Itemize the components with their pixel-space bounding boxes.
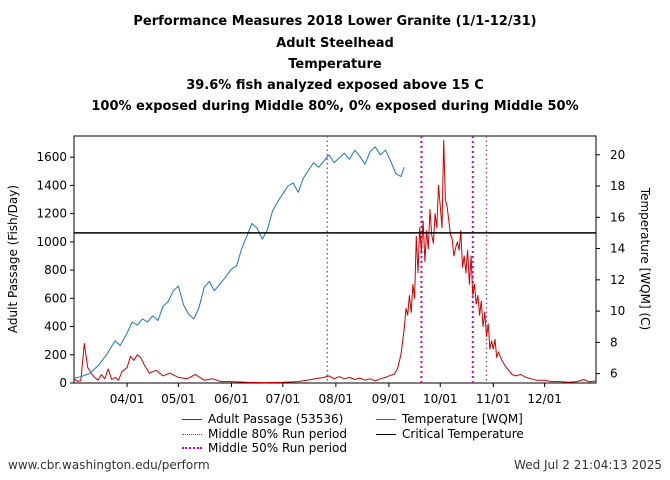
y-tick-label: 600: [44, 291, 67, 305]
y-tick-label: 400: [44, 320, 67, 334]
x-tick-label: 04/01: [110, 392, 145, 406]
x-tick-label: 10/01: [423, 392, 458, 406]
chart-subtitle-periods: 100% exposed during Middle 80%, 0% expos…: [91, 99, 579, 114]
y-tick-label: 800: [44, 263, 67, 277]
x-tick-label: 12/01: [527, 392, 562, 406]
legend-label-mid50: Middle 50% Run period: [208, 441, 347, 455]
axis-ticks: 0 200 400 600 800 1000 1200 1400 1600 6 8 10 12 14 16 1…: [36, 148, 625, 406]
chart-title: Performance Measures 2018 Lower Granite …: [133, 14, 537, 29]
plot-frame: [73, 135, 597, 384]
run-period-lines: [326, 136, 488, 383]
y2-tick-label: 8: [610, 335, 618, 349]
y-tick-label: 200: [44, 348, 67, 362]
series-line-passage: [73, 139, 597, 384]
y2-tick-label: 16: [610, 210, 625, 224]
y-tick-label: 1200: [36, 207, 67, 221]
legend-item-passage: Adult Passage (53536): [182, 412, 343, 426]
y2-tick-label: 10: [610, 304, 625, 318]
legend-label-temperature: Temperature [WQM]: [402, 412, 523, 426]
y-tick-label: 1000: [36, 235, 67, 249]
chart-subtitle-species: Adult Steelhead: [276, 36, 394, 51]
x-tick-label: 07/01: [266, 392, 301, 406]
legend-label-critical: Critical Temperature: [402, 427, 524, 441]
y-axis-title: Adult Passage (Fish/Day): [6, 185, 20, 333]
legend-swatch-critical: [376, 433, 396, 435]
legend-swatch-mid50: [182, 447, 202, 449]
legend-item-critical: Critical Temperature: [376, 427, 524, 441]
x-tick-label: 09/01: [372, 392, 407, 406]
y2-tick-label: 14: [610, 242, 625, 256]
y2-tick-label: 18: [610, 179, 625, 193]
y-tick-label: 0: [59, 376, 67, 390]
y-tick-label: 1400: [36, 178, 67, 192]
footer-timestamp: Wed Jul 2 21:04:13 2025: [514, 458, 662, 472]
footer-url-link[interactable]: www.cbr.washington.edu/perform: [8, 458, 210, 472]
legend-item-mid50: Middle 50% Run period: [182, 441, 347, 455]
legend-swatch-passage: [182, 418, 202, 420]
y2-tick-label: 20: [610, 148, 625, 162]
chart-subtitle-measure: Temperature: [288, 57, 382, 72]
chart-subtitle-exposure: 39.6% fish analyzed exposed above 15 C: [186, 78, 484, 93]
x-tick-label: 05/01: [161, 392, 196, 406]
y-tick-label: 1600: [36, 150, 67, 164]
y2-tick-label: 6: [610, 367, 618, 381]
legend-swatch-temperature: [376, 418, 396, 420]
legend-swatch-mid80: [182, 433, 202, 435]
x-tick-label: 08/01: [319, 392, 354, 406]
series-line-temperature: [73, 146, 405, 379]
legend-item-temperature: Temperature [WQM]: [376, 412, 523, 426]
x-tick-label: 06/01: [214, 392, 249, 406]
legend-label-mid80: Middle 80% Run period: [208, 427, 347, 441]
x-tick-label: 11/01: [476, 392, 511, 406]
legend-item-mid80: Middle 80% Run period: [182, 427, 347, 441]
data-series: [73, 139, 597, 384]
legend-label-passage: Adult Passage (53536): [208, 412, 344, 426]
y2-axis-title: Temperature [WQM] (C): [638, 187, 652, 330]
y2-tick-label: 12: [610, 273, 625, 287]
